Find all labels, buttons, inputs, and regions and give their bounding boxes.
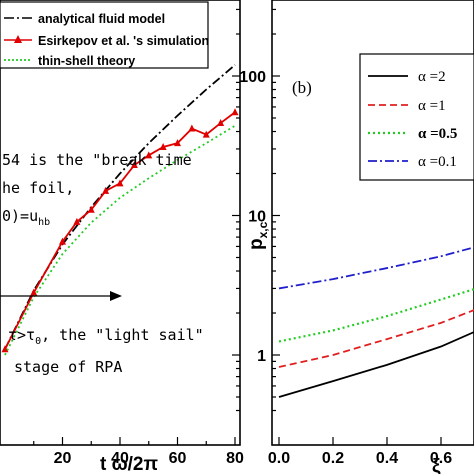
panel-a-x-ticks: 20 40 60 80 [33,437,244,467]
panel-b-label: (b) [292,78,312,97]
series-point-esirkepov-et-al-s-simulation [130,161,138,169]
panel-b-y-tick-label: 100 [239,69,266,86]
series-line-analytical-fluid-model [4,64,236,350]
series-point-esirkepov-et-al-s-simulation [231,108,239,116]
panel-b-series [278,246,474,398]
series-point-esirkepov-et-al-s-simulation [217,119,225,127]
panel-b-x-tick-label: 0.2 [322,450,344,467]
series-point-esirkepov-et-al-s-simulation [1,345,9,353]
annotation-light-sail: τ>τ0, the "light sail" [8,326,204,347]
series-point-esirkepov-et-al-s-simulation [116,179,124,187]
series-line-0-5 [278,288,474,343]
series-point-esirkepov-et-al-s-simulation [30,288,38,296]
panel-b-legend-box [359,53,474,181]
panel-b-x-tick-label: 0.4 [376,450,398,467]
panel-b-x-tick-label: 0.0 [268,450,290,467]
series-point-esirkepov-et-al-s-simulation [159,142,167,150]
panel-b-x-tick-label: 0.6 [430,450,452,467]
panel-a-x-tick-label: 60 [169,450,187,467]
panel-a-legend-box [0,1,209,69]
series-point-esirkepov-et-al-s-simulation [202,130,210,138]
series-line-2 [278,331,474,398]
panel-a-x-tick-label: 80 [226,450,244,467]
series-point-esirkepov-et-al-s-simulation [73,217,81,225]
series-point-esirkepov-et-al-s-simulation [145,151,153,159]
annotation-break-time: 54 is the "break time [2,151,192,169]
series-point-esirkepov-et-al-s-simulation [59,237,66,245]
series-line-thin-shell-theory [4,124,236,356]
panel-b-ticks: 0.0 0.2 0.4 0.6 1 10 100 [232,8,452,467]
panel-b-y-tick-label: 10 [248,209,266,226]
legend-label-thinshell: thin-shell theory [38,54,135,68]
panel-a-x-axis-label: t ω/2π [100,454,159,474]
series-line-1 [278,309,474,368]
series-point-esirkepov-et-al-s-simulation [174,139,181,147]
annotation-foil: he foil, [2,179,74,197]
panel-a-x-tick-label: 40 [111,450,129,467]
series-point-esirkepov-et-al-s-simulation [87,205,95,213]
legend-label-alpha1: α =1 [418,98,446,114]
panel-b-y-axis-label: px,c [246,221,270,250]
legend-label-analytical: analytical fluid model [38,12,165,26]
legend-label-alpha05: α =0.5 [418,126,457,142]
series-point-esirkepov-et-al-s-simulation [102,186,110,194]
legend-marker-simulation [14,35,22,43]
legend-label-simulation: Esirkepov et al. 's simulation [38,34,209,48]
panel-a-x-tick-label: 20 [54,450,72,467]
series-line-0-1 [278,246,474,290]
panel-a-legend: analytical fluid model Esirkepov et al. … [0,1,209,69]
panel-a-series [1,64,239,356]
legend-label-alpha01: α =0.1 [418,154,457,170]
panel-b-frame [271,0,474,446]
panel-b-legend: α =2 α =1 α =0.5 α =0.1 [359,53,474,181]
panel-b-y-tick-label: 1 [257,348,266,365]
series-line-esirkepov-et-al-s-simulation [4,111,236,350]
panel-b-x-axis-label: ξ [432,456,441,474]
legend-label-alpha2: α =2 [418,69,446,85]
annotation-velocity: 0)=uhb [2,207,50,228]
series-point-esirkepov-et-al-s-simulation [188,124,196,132]
annotation-stage-rpa: stage of RPA [14,358,122,376]
annotation-arrow-head [110,291,122,301]
